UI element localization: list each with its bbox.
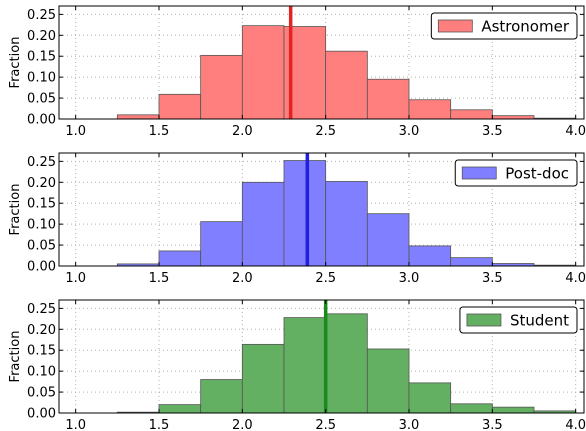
- histogram-bar: [158, 93, 202, 119]
- x-tick-label: 4.0: [565, 124, 586, 139]
- legend-label: Student: [510, 312, 569, 330]
- histogram-bar: [408, 382, 452, 413]
- y-tick-label: 0.10: [27, 365, 56, 380]
- y-tick-label: 0.05: [27, 92, 56, 107]
- histogram-bar: [366, 78, 410, 119]
- histogram-bar: [450, 403, 493, 413]
- y-tick-label: 0.10: [27, 71, 56, 86]
- y-tick-label: 0.25: [27, 8, 56, 23]
- axes-frame: [58, 152, 585, 267]
- legend-label: Astronomer: [481, 18, 569, 36]
- histogram-bar: [325, 181, 368, 266]
- histogram-bar: [450, 109, 493, 119]
- histogram-bar: [325, 50, 368, 119]
- x-tick-label: 3.0: [399, 124, 420, 139]
- legend-swatch: [466, 313, 502, 327]
- histogram-bar: [450, 257, 493, 266]
- histogram-bar: [491, 406, 535, 413]
- legend: Student: [459, 306, 578, 334]
- y-axis-label: Fraction: [8, 37, 23, 89]
- plot-area: [116, 300, 577, 413]
- histogram-bar: [283, 160, 327, 266]
- legend-box: [459, 306, 578, 334]
- x-tick-label: 2.5: [315, 418, 336, 431]
- y-tick-label: 0.20: [27, 323, 56, 338]
- y-tick-label: 0.00: [27, 113, 56, 128]
- axes-frame: [58, 299, 585, 414]
- histogram-bar: [408, 245, 452, 266]
- legend-box: [454, 159, 578, 187]
- x-tick-label: 1.5: [149, 271, 170, 286]
- histogram-bar: [325, 313, 368, 413]
- axes-frame: [58, 5, 585, 120]
- plot-area: [116, 153, 577, 266]
- y-tick-label: 0.00: [27, 407, 56, 422]
- x-tick-label: 4.0: [565, 271, 586, 286]
- histogram-panel-3: 1.0 1.5 2.0 2.5 3.0 3.5 4.0 0.00 0.05 0.10 0.15 0.2…: [8, 299, 586, 431]
- x-tick-label: 1.0: [65, 418, 86, 431]
- x-tick-label: 1.0: [65, 271, 86, 286]
- histogram-bar: [408, 99, 452, 119]
- y-tick-label: 0.15: [27, 197, 56, 212]
- histogram-panel-1: 1.0 1.5 2.0 2.5 3.0 3.5 4.0 0.00 0.05 0.10 0.15 0.2…: [8, 5, 586, 139]
- histogram-bar: [200, 221, 243, 266]
- x-tick-label: 2.5: [315, 271, 336, 286]
- histogram-bar: [200, 54, 243, 119]
- histogram-bar: [366, 348, 410, 413]
- x-tick-label: 2.5: [315, 124, 336, 139]
- legend: Astronomer: [430, 12, 578, 40]
- histogram-bar: [200, 379, 243, 413]
- legend: Post-doc: [454, 159, 578, 187]
- x-tick-label: 3.5: [482, 418, 503, 431]
- x-tick-label: 3.5: [482, 124, 503, 139]
- x-tick-label: 4.0: [565, 418, 586, 431]
- legend-swatch: [437, 19, 473, 33]
- histogram-bar: [158, 250, 202, 266]
- y-axis-label: Fraction: [8, 184, 23, 236]
- histogram-bar: [491, 115, 535, 119]
- y-tick-label: 0.20: [27, 176, 56, 191]
- x-tick-label: 3.0: [399, 271, 420, 286]
- y-tick-label: 0.15: [27, 50, 56, 65]
- y-tick-label: 0.05: [27, 239, 56, 254]
- legend-swatch: [461, 166, 497, 180]
- y-tick-label: 0.20: [27, 29, 56, 44]
- plot-area: [116, 6, 577, 119]
- histogram-bar: [116, 114, 160, 119]
- histogram-bar: [283, 317, 327, 413]
- histogram-bar: [241, 343, 285, 413]
- x-tick-label: 3.0: [399, 418, 420, 431]
- histogram-bar: [241, 181, 285, 266]
- y-tick-label: 0.15: [27, 344, 56, 359]
- y-tick-label: 0.25: [27, 302, 56, 317]
- y-tick-label: 0.10: [27, 218, 56, 233]
- y-tick-label: 0.00: [27, 260, 56, 275]
- x-tick-label: 2.0: [232, 418, 253, 431]
- x-tick-label: 1.5: [149, 124, 170, 139]
- histogram-panel-2: 1.0 1.5 2.0 2.5 3.0 3.5 4.0 0.00 0.05 0.10 0.15 0.2…: [8, 152, 586, 286]
- x-tick-label: 2.0: [232, 271, 253, 286]
- y-axis-label: Fraction: [8, 331, 23, 383]
- y-tick-label: 0.05: [27, 386, 56, 401]
- histogram-bar: [241, 25, 285, 119]
- x-tick-label: 3.5: [482, 271, 503, 286]
- legend-label: Post-doc: [505, 165, 569, 183]
- y-tick-label: 0.25: [27, 155, 56, 170]
- legend-box: [430, 12, 578, 40]
- x-tick-label: 2.0: [232, 124, 253, 139]
- x-tick-label: 1.0: [65, 124, 86, 139]
- histogram-bar: [158, 404, 202, 413]
- x-tick-label: 1.5: [149, 418, 170, 431]
- histogram-bar: [366, 213, 410, 266]
